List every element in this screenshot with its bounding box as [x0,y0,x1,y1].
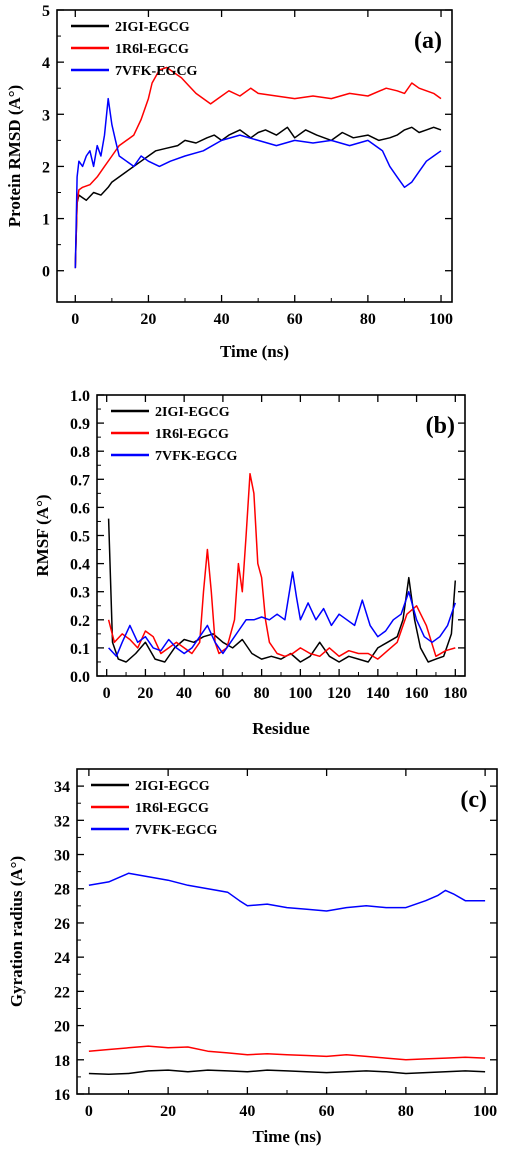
y-tick-label: 1.0 [70,388,90,405]
y-tick-label: 22 [54,984,70,1001]
series-line-2igi-egcg [107,518,457,663]
y-tick-label: 28 [54,882,70,899]
y-tick-label: 0.5 [70,529,90,546]
legend-label: 7VFK-EGCG [135,823,218,838]
x-tick-label: 40 [239,1103,255,1120]
y-tick-label: 0.7 [70,472,90,489]
y-tick-label: 5 [42,3,50,20]
x-tick-label: 0 [71,311,79,328]
x-tick-label: 80 [398,1103,414,1120]
legend-label: 7VFK-EGCG [115,64,198,79]
plot-frame [76,768,498,1095]
y-tick-label: 18 [54,1053,70,1070]
x-tick-label: 60 [287,311,303,328]
y-tick-label: 0.0 [70,669,90,686]
y-tick-label: 32 [54,813,70,830]
x-tick-label: 120 [327,685,351,702]
series-line-7vfk-egcg [74,97,442,269]
x-tick-label: 80 [360,311,376,328]
x-tick-label: 0 [85,1103,93,1120]
chart-panel-1: 0 20 40 60 80 100 0 1 2 3 4 5 Time (ns) Protein RMSD … [5,3,453,361]
y-tick-label: 30 [54,848,70,865]
legend-label: 2IGI-EGCG [155,405,230,420]
y-tick-label: 0.6 [70,500,90,517]
y-tick-label: 26 [54,916,70,933]
y-tick-label: 3 [42,107,50,124]
plot-frame [96,394,466,677]
x-axis-label: Time (ns) [220,342,289,361]
series-line-1r6l-egcg [74,66,442,269]
series-line-2igi-egcg [74,126,442,269]
x-tick-label: 60 [319,1103,335,1120]
x-tick-label: 140 [366,685,390,702]
y-axis-label: Protein RMSD (A°) [5,85,24,227]
series-line-2igi-egcg [88,1069,486,1076]
x-tick-label: 160 [405,685,429,702]
x-tick-label: 20 [160,1103,176,1120]
y-tick-label: 0 [42,264,50,281]
y-tick-label: 20 [54,1019,70,1036]
y-tick-label: 0.9 [70,416,90,433]
series-line-1r6l-egcg [107,472,456,660]
plot-frame [56,9,453,303]
y-tick-label: 0.3 [70,585,90,602]
legend-label: 2IGI-EGCG [115,20,190,35]
series-line-1r6l-egcg [88,1045,486,1061]
legend-label: 7VFK-EGCG [155,449,238,464]
legend-label: 1R6l-EGCG [155,427,229,442]
y-tick-label: 0.2 [70,613,90,630]
x-tick-label: 100 [288,685,312,702]
x-tick-label: 20 [137,685,153,702]
y-tick-label: 4 [42,55,50,72]
y-tick-label: 0.4 [70,557,90,574]
y-tick-label: 0.1 [70,641,90,658]
x-tick-label: 40 [176,685,192,702]
x-tick-label: 60 [215,685,231,702]
x-tick-label: 40 [214,311,230,328]
chart-panel-2: 0 20 40 60 80 100 120 140 160 180 0.0 0.1 0.2 0.3 0.4 0… [33,388,467,738]
x-axis-label: Residue [252,719,310,738]
legend-label: 2IGI-EGCG [135,779,210,794]
legend-label: 1R6l-EGCG [115,42,189,57]
series-line-7vfk-egcg [108,571,457,658]
y-tick-label: 0.8 [70,444,90,461]
panel-label: (b) [426,413,455,439]
panel-label: (c) [460,787,487,813]
x-tick-label: 0 [103,685,111,702]
x-tick-label: 100 [429,311,453,328]
x-tick-label: 100 [473,1103,497,1120]
x-tick-label: 20 [140,311,156,328]
y-tick-label: 1 [42,212,50,229]
y-axis-label: RMSF (A°) [33,494,52,576]
y-tick-label: 2 [42,159,50,176]
y-tick-label: 34 [54,779,70,796]
series-line-7vfk-egcg [88,872,486,912]
legend-label: 1R6l-EGCG [135,801,209,816]
panel-label: (a) [414,28,442,54]
chart-panel-3: 0 20 40 60 80 100 16 18 20 22 24 26 28 30 32 34 Time (ns… [7,768,498,1146]
x-tick-label: 80 [254,685,270,702]
y-tick-label: 16 [54,1087,70,1104]
x-tick-label: 180 [443,685,467,702]
y-tick-label: 24 [54,950,70,967]
y-axis-label: Gyration radius (A°) [7,856,26,1007]
x-axis-label: Time (ns) [252,1127,321,1146]
